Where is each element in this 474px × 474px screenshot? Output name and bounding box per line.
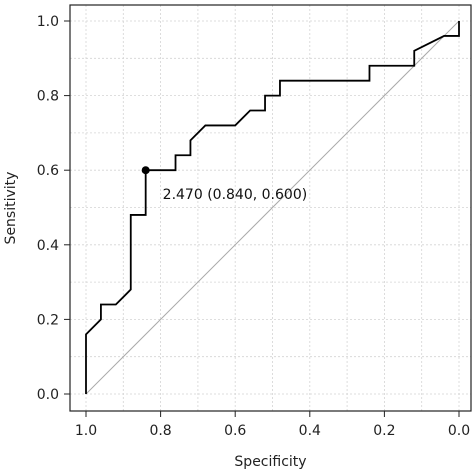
x-tick-label: 0.8 — [149, 423, 171, 439]
highlight-group: 2.470 (0.840, 0.600) — [141, 166, 308, 203]
roc-curve-line — [85, 21, 460, 394]
series-group — [85, 21, 460, 394]
x-tick-label: 0.6 — [224, 423, 246, 439]
plot-frame — [69, 4, 472, 412]
y-tick-label: 0.0 — [37, 387, 59, 403]
optimal-threshold-point — [141, 166, 150, 175]
y-tick-label: 0.6 — [37, 163, 59, 179]
x-tick-label: 1.0 — [75, 423, 97, 439]
threshold-annotation: 2.470 (0.840, 0.600) — [163, 187, 308, 203]
y-tick-label: 1.0 — [37, 14, 59, 30]
y-tick-label: 0.8 — [37, 89, 59, 105]
x-tick-label: 0.2 — [373, 423, 395, 439]
x-axis-label: Specificity — [234, 454, 306, 470]
y-axis-label: Sensitivity — [3, 172, 19, 245]
axis-ticks: 1.0 0.8 0.6 0.4 0.2 0.0 0.0 0.2 0.4 0.6 0.8 1.0 — [37, 14, 470, 439]
x-tick-label: 0.0 — [448, 423, 470, 439]
y-tick-label: 0.2 — [37, 312, 59, 328]
y-tick-label: 0.4 — [37, 238, 59, 254]
grid-lines — [70, 5, 471, 411]
reference-line-group — [85, 20, 460, 395]
x-tick-label: 0.4 — [299, 423, 321, 439]
reference-diagonal-line — [85, 20, 460, 395]
